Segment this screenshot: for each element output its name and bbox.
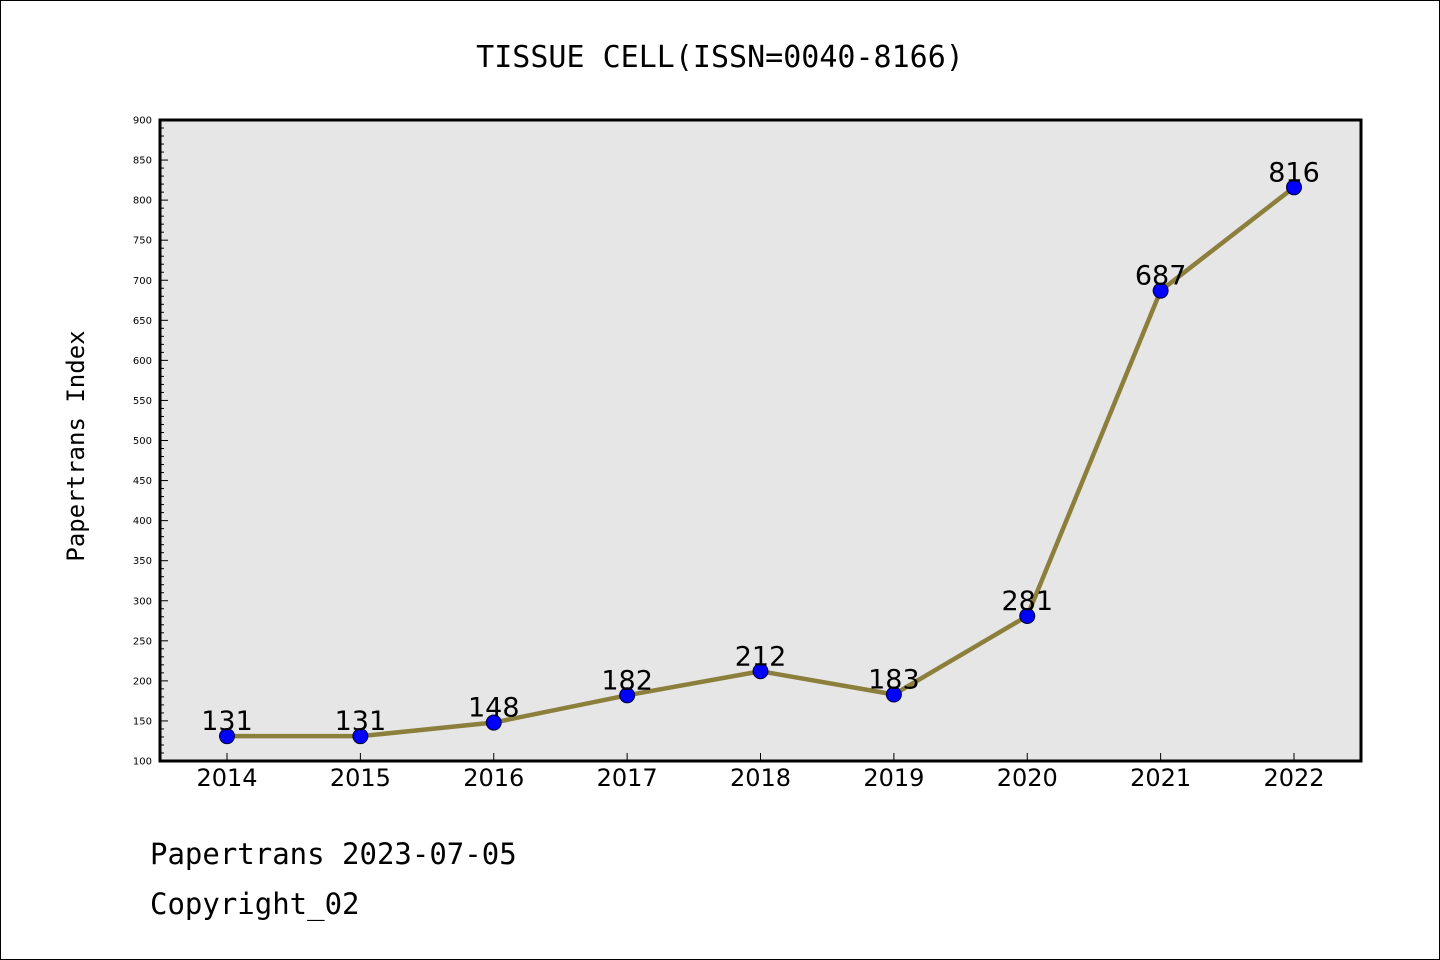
data-label: 687 — [1135, 261, 1187, 292]
y-tick-label: 200 — [133, 676, 152, 687]
data-label: 148 — [468, 693, 520, 724]
chart-title: TISSUE CELL(ISSN=0040-8166) — [476, 40, 964, 75]
y-tick-label: 900 — [133, 116, 152, 127]
y-tick-label: 300 — [133, 596, 152, 607]
x-tick-label: 2022 — [1263, 764, 1324, 792]
y-tick-label: 550 — [133, 396, 152, 407]
data-label: 131 — [335, 706, 387, 737]
x-tick-label: 2014 — [196, 764, 257, 792]
data-label: 131 — [201, 706, 253, 737]
y-tick-label: 500 — [133, 436, 152, 447]
y-tick-label: 850 — [133, 156, 152, 167]
y-axis-label: Papertrans Index — [62, 330, 90, 561]
y-tick-label: 450 — [133, 476, 152, 487]
data-point[interactable] — [219, 728, 235, 745]
x-tick-label: 2019 — [863, 764, 924, 792]
y-tick-label: 750 — [133, 236, 152, 247]
data-point[interactable] — [1286, 179, 1302, 196]
y-tick-label: 250 — [133, 636, 152, 647]
y-tick-label: 150 — [133, 716, 152, 727]
y-tick-label: 700 — [133, 276, 152, 287]
x-tick-label: 2021 — [1130, 764, 1191, 792]
y-tick-label: 600 — [133, 356, 152, 367]
x-tick-label: 2018 — [730, 764, 791, 792]
data-point[interactable] — [619, 687, 636, 704]
data-point[interactable] — [885, 686, 902, 703]
data-label: 183 — [868, 664, 920, 695]
x-axis: 2014 2015 2016 2017 2018 2019 2020 2021 2022 — [196, 753, 1325, 792]
x-tick-label: 2016 — [463, 764, 524, 792]
data-label: 212 — [735, 641, 787, 672]
series-layer: 131 131 148 182 212 183 281 687 816 — [201, 157, 1320, 745]
data-label: 281 — [1001, 586, 1053, 617]
y-tick-label: 350 — [133, 556, 152, 567]
data-label: 816 — [1268, 157, 1320, 188]
y-tick-label: 650 — [133, 316, 152, 327]
x-tick-label: 2015 — [330, 764, 391, 792]
footer-copyright: Copyright_02 — [150, 887, 360, 922]
plot-area — [158, 118, 1363, 763]
data-label: 182 — [601, 665, 653, 696]
y-tick-label: 400 — [133, 516, 152, 527]
data-point[interactable] — [1152, 282, 1169, 299]
x-tick-label: 2020 — [997, 764, 1058, 792]
data-point[interactable] — [752, 663, 769, 680]
x-tick-label: 2017 — [597, 764, 658, 792]
data-point[interactable] — [485, 714, 502, 731]
footer-source: Papertrans 2023-07-05 — [150, 837, 517, 871]
y-axis: 100 150 200 250 300 350 400 450 500 550 600 650 700 7… — [133, 116, 168, 768]
y-tick-label: 100 — [133, 757, 152, 768]
y-tick-label: 800 — [133, 196, 152, 207]
data-point[interactable] — [1019, 607, 1036, 624]
data-point[interactable] — [352, 728, 369, 745]
